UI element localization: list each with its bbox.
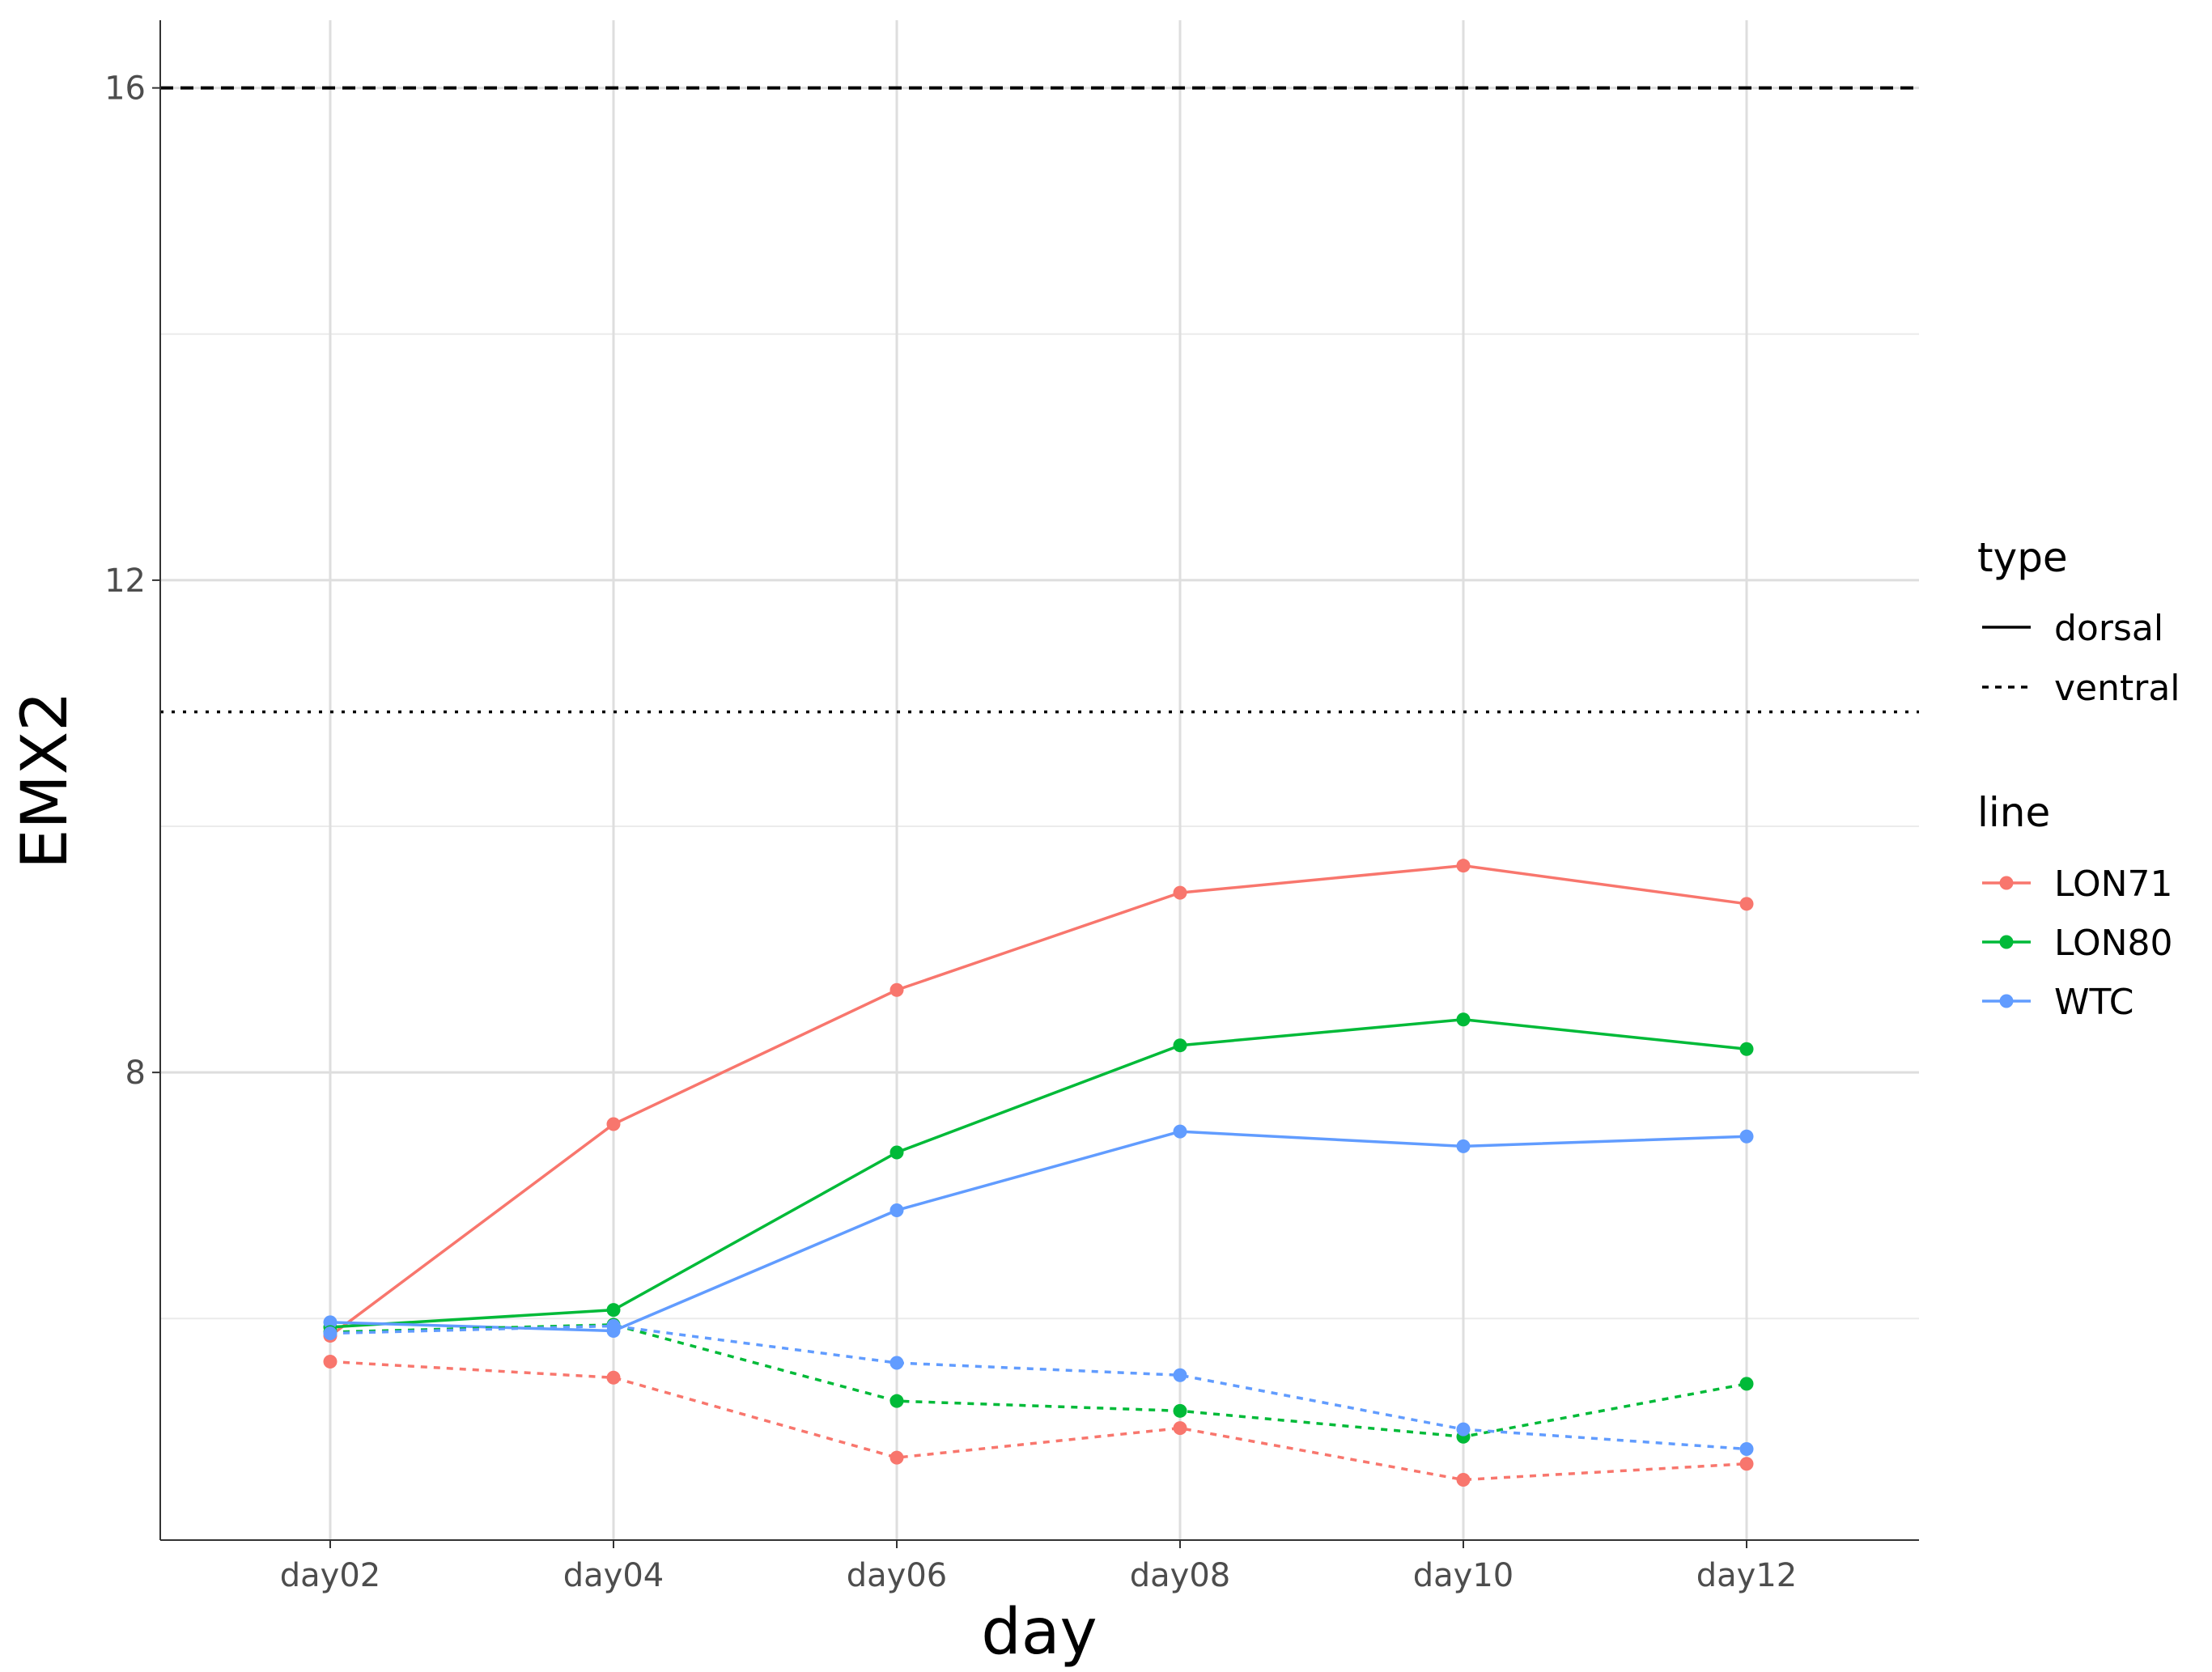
legend-label-ventral: ventral xyxy=(2054,668,2180,709)
x-tick-label: day02 xyxy=(280,1557,380,1594)
data-point xyxy=(889,1394,904,1408)
data-point xyxy=(323,1326,338,1341)
legend-title-line: line xyxy=(1977,789,2050,836)
x-tick-label: day04 xyxy=(563,1557,664,1594)
series-lon71-ventral xyxy=(323,1355,1754,1487)
series-line xyxy=(329,1018,1747,1329)
series-line xyxy=(329,1130,1747,1333)
data-point xyxy=(1739,897,1754,911)
x-tick-label: day06 xyxy=(847,1557,947,1594)
axes: 8 12 16 day02 day04 day06 day08 day10 day12 xyxy=(104,20,1919,1594)
grid-layer xyxy=(160,20,1919,1540)
data-point xyxy=(1456,859,1471,873)
y-tick-label: 16 xyxy=(104,70,146,108)
data-point xyxy=(1173,1038,1187,1053)
series-lon80-ventral xyxy=(323,1318,1754,1444)
legend-label-lon71: LON71 xyxy=(2054,864,2172,905)
data-point xyxy=(1739,1441,1754,1456)
series-wtc-ventral xyxy=(323,1318,1754,1456)
series-line xyxy=(329,1324,1747,1451)
data-point xyxy=(1739,1042,1754,1056)
x-tick-label: day10 xyxy=(1413,1557,1514,1594)
series-layer xyxy=(323,859,1754,1487)
data-point xyxy=(889,982,904,997)
data-point xyxy=(1739,1129,1754,1144)
data-point xyxy=(1739,1377,1754,1391)
series-line xyxy=(329,864,1747,1337)
data-point xyxy=(1456,1472,1471,1487)
data-point xyxy=(323,1355,338,1369)
legend-title-type: type xyxy=(1977,534,2068,581)
legend-key-point-wtc xyxy=(1999,994,2014,1008)
legend-label-wtc: WTC xyxy=(2054,982,2134,1023)
legend-key-point-lon80 xyxy=(1999,935,2014,949)
legend-key-point-lon71 xyxy=(1999,876,2014,890)
data-point xyxy=(1173,1368,1187,1382)
legend-label-lon80: LON80 xyxy=(2054,923,2172,964)
series-line xyxy=(329,1323,1747,1439)
x-tick-label: day08 xyxy=(1130,1557,1230,1594)
x-axis-title: day xyxy=(981,1596,1097,1669)
y-tick-label: 8 xyxy=(125,1055,146,1092)
series-lon71-dorsal xyxy=(323,859,1754,1343)
data-point xyxy=(606,1117,621,1131)
data-point xyxy=(1456,1139,1471,1153)
data-point xyxy=(1173,1403,1187,1418)
data-point xyxy=(889,1203,904,1217)
data-point xyxy=(889,1356,904,1370)
data-point xyxy=(1173,1421,1187,1436)
data-point xyxy=(1173,1124,1187,1139)
data-point xyxy=(1173,885,1187,900)
data-point xyxy=(889,1450,904,1465)
data-point xyxy=(1739,1457,1754,1471)
data-point xyxy=(606,1318,621,1333)
data-point xyxy=(1456,1422,1471,1436)
y-tick-label: 12 xyxy=(104,562,146,600)
y-axis-title: EMX2 xyxy=(9,691,82,869)
x-tick-label: day12 xyxy=(1696,1557,1797,1594)
data-point xyxy=(889,1145,904,1160)
series-wtc-dorsal xyxy=(323,1124,1754,1338)
data-point xyxy=(1456,1012,1471,1027)
data-point xyxy=(606,1370,621,1385)
series-line xyxy=(329,1360,1747,1482)
data-point xyxy=(323,1315,338,1330)
series-lon80-dorsal xyxy=(323,1012,1754,1335)
legend-label-dorsal: dorsal xyxy=(2054,608,2163,649)
data-point xyxy=(606,1303,621,1318)
reference-lines xyxy=(160,86,1919,714)
